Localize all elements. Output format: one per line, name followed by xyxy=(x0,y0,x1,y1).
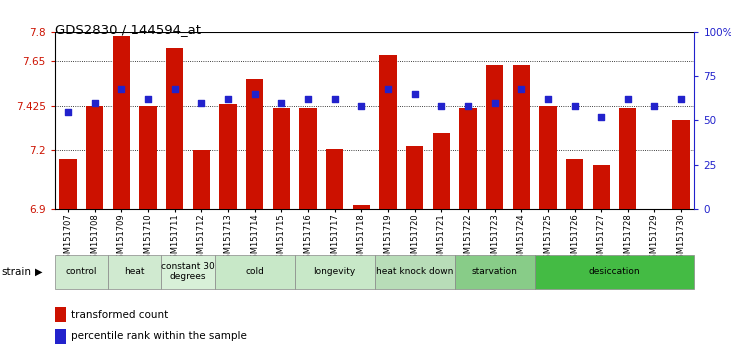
Bar xyxy=(566,159,583,209)
Bar xyxy=(619,108,637,209)
Bar xyxy=(300,108,317,209)
Bar xyxy=(593,165,610,209)
Point xyxy=(143,96,154,102)
Text: transformed count: transformed count xyxy=(71,310,168,320)
Bar xyxy=(326,149,344,209)
Bar xyxy=(295,255,374,289)
Point xyxy=(196,100,208,105)
Point xyxy=(276,100,287,105)
Bar xyxy=(246,79,263,209)
Bar xyxy=(140,105,156,209)
Point xyxy=(382,86,394,91)
Text: desiccation: desiccation xyxy=(588,267,640,276)
Bar xyxy=(113,36,130,209)
Point xyxy=(489,100,501,105)
Point xyxy=(675,96,687,102)
Bar xyxy=(539,105,556,209)
Point xyxy=(249,91,260,97)
Point xyxy=(622,96,634,102)
Text: cold: cold xyxy=(246,267,264,276)
Bar xyxy=(374,255,455,289)
Text: constant 30
degrees: constant 30 degrees xyxy=(162,262,215,281)
Point xyxy=(462,103,474,109)
Text: heat: heat xyxy=(124,267,145,276)
Bar xyxy=(352,205,370,209)
Point xyxy=(355,103,367,109)
Text: GDS2830 / 144594_at: GDS2830 / 144594_at xyxy=(55,23,201,36)
Bar xyxy=(433,133,450,209)
Point xyxy=(329,96,341,102)
Point xyxy=(542,96,553,102)
Bar xyxy=(512,65,530,209)
Text: percentile rank within the sample: percentile rank within the sample xyxy=(71,331,246,341)
Point xyxy=(115,86,127,91)
Point xyxy=(515,86,527,91)
Bar xyxy=(59,159,77,209)
Bar xyxy=(55,255,108,289)
Bar xyxy=(219,104,237,209)
Text: control: control xyxy=(66,267,97,276)
Point xyxy=(89,100,101,105)
Bar xyxy=(486,65,503,209)
Bar xyxy=(55,329,67,343)
Point xyxy=(409,91,420,97)
Point xyxy=(595,114,607,120)
Bar xyxy=(673,120,690,209)
Bar xyxy=(645,209,663,215)
Point xyxy=(169,86,181,91)
Text: ▶: ▶ xyxy=(35,267,42,277)
Text: strain: strain xyxy=(1,267,31,277)
Bar xyxy=(193,150,210,209)
Text: longevity: longevity xyxy=(314,267,356,276)
Bar xyxy=(459,108,477,209)
Bar xyxy=(166,47,183,209)
Bar xyxy=(273,108,290,209)
Bar xyxy=(534,255,694,289)
Bar xyxy=(406,146,423,209)
Point xyxy=(648,103,660,109)
Bar xyxy=(215,255,295,289)
Bar xyxy=(108,255,162,289)
Bar xyxy=(455,255,534,289)
Point xyxy=(569,103,580,109)
Point xyxy=(302,96,314,102)
Point xyxy=(436,103,447,109)
Point xyxy=(222,96,234,102)
Bar xyxy=(86,105,104,209)
Bar xyxy=(162,255,215,289)
Text: heat knock down: heat knock down xyxy=(376,267,453,276)
Point xyxy=(62,109,74,114)
Bar xyxy=(379,56,397,209)
Text: starvation: starvation xyxy=(471,267,518,276)
Bar xyxy=(55,307,67,322)
